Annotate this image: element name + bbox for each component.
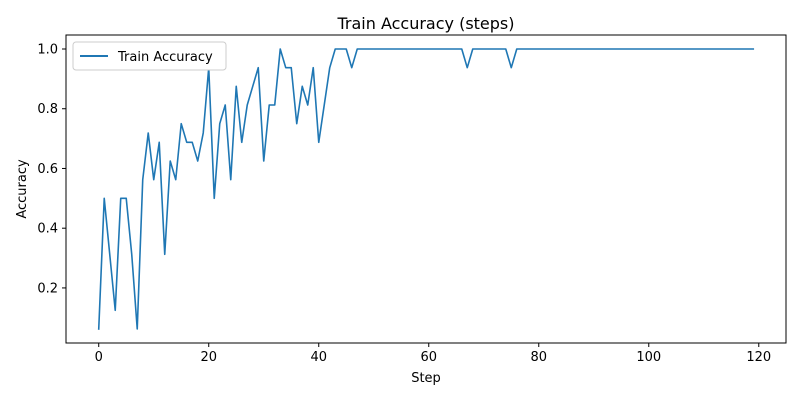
chart-title: Train Accuracy (steps) xyxy=(336,14,514,33)
y-axis-label: Accuracy xyxy=(15,159,30,219)
y-tick-label: 0.2 xyxy=(37,281,58,296)
y-tick-label: 1.0 xyxy=(37,43,58,58)
y-axis: 0.2 0.4 0.6 0.8 1.0 xyxy=(37,43,66,296)
y-tick-label: 0.6 xyxy=(37,162,58,177)
plot-frame xyxy=(65,34,787,344)
x-tick-label: 40 xyxy=(310,350,327,365)
x-tick-label: 120 xyxy=(746,350,771,365)
x-tick-label: 100 xyxy=(636,350,661,365)
plot-area xyxy=(65,34,787,344)
x-axis-label: Step xyxy=(411,371,441,386)
legend-label-train-accuracy: Train Accuracy xyxy=(117,50,213,65)
x-tick-label: 60 xyxy=(420,350,437,365)
series-line-train-accuracy xyxy=(97,48,755,330)
x-tick-label: 0 xyxy=(95,350,103,365)
x-tick-label: 80 xyxy=(530,350,547,365)
legend-box xyxy=(72,41,227,71)
legend: Train Accuracy xyxy=(72,41,227,71)
y-tick-label: 0.4 xyxy=(37,222,58,237)
x-axis: 0 20 40 60 80 100 120 xyxy=(95,343,771,365)
y-tick-label: 0.8 xyxy=(37,102,58,117)
series-layer xyxy=(97,48,755,330)
x-tick-label: 20 xyxy=(200,350,217,365)
